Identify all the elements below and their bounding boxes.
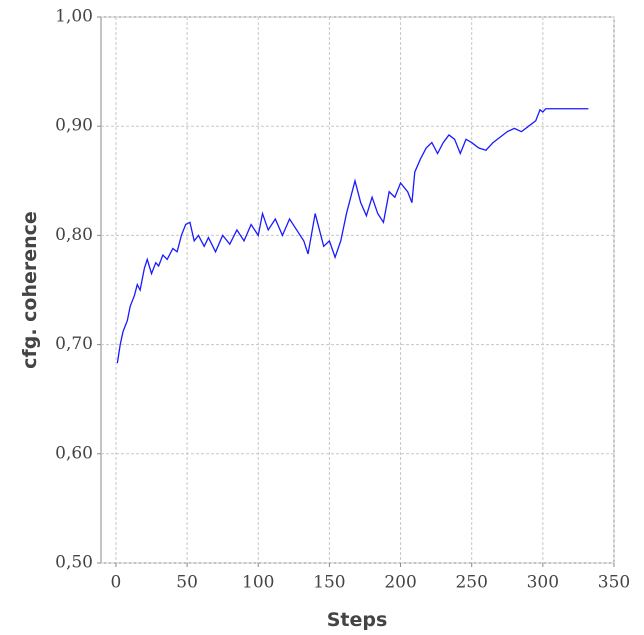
y-tick-label: 0,70: [55, 334, 93, 354]
y-tick-label: 0,50: [55, 553, 93, 573]
x-tick-label: 250: [455, 573, 487, 593]
line-series: [116, 108, 589, 364]
y-tick-label: 0,90: [55, 116, 93, 136]
x-tick-label: 100: [242, 573, 274, 593]
plot-area: [100, 16, 615, 564]
y-tick-label: 0,80: [55, 225, 93, 245]
x-tick-label: 350: [598, 573, 630, 593]
y-axis-label: cfg. coherence: [19, 211, 41, 369]
x-tick-label: 50: [176, 573, 198, 593]
y-tick-label: 0,60: [55, 443, 93, 463]
x-tick-label: 0: [111, 573, 122, 593]
x-tick-label: 200: [384, 573, 416, 593]
x-axis-label: Steps: [327, 609, 388, 631]
x-tick-label: 150: [313, 573, 345, 593]
y-tick-label: 1,00: [55, 7, 93, 27]
x-tick-label: 300: [527, 573, 559, 593]
